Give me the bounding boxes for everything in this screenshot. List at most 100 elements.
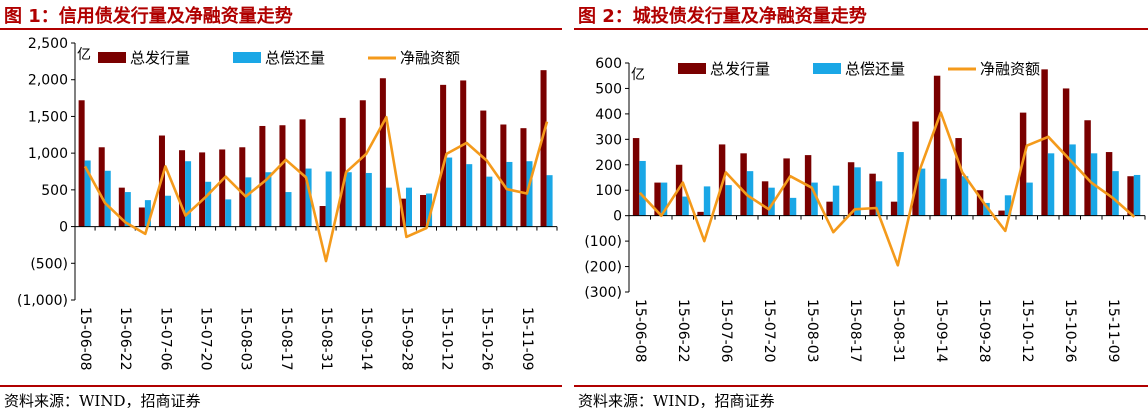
bar-repayment [265, 172, 272, 227]
chart-panel-chengtou: 图 2：城投债发行量及净融资量走势 (300) (200) (100) 0 100 200… [574, 0, 1148, 412]
bar-repayment [1004, 195, 1012, 216]
bar-repayment [486, 176, 493, 227]
chart-chengtou-bonds: (300) (200) (100) 0 100 200 300 400 500 600 亿 15-06… [584, 56, 1146, 363]
legend-label-net: 净融资额 [980, 60, 1040, 78]
bar-issuance [826, 201, 833, 216]
x-tick-label: 15-08-31 [318, 307, 334, 371]
bar-repayment [639, 160, 646, 216]
bar-repayment [305, 168, 312, 227]
bar-issuance [78, 100, 85, 227]
bar-repayment [185, 161, 192, 227]
bar-repayment [526, 161, 533, 227]
bar-issuance [540, 70, 547, 227]
x-tick-label: 15-09-28 [976, 299, 992, 363]
bar-repayment [325, 171, 332, 227]
bar-repayment [832, 185, 840, 216]
bar-issuance [460, 80, 467, 227]
x-tick-label: 15-08-17 [278, 307, 294, 371]
bar-repayment [918, 168, 926, 216]
legend-swatch-issuance [678, 63, 706, 74]
y-tick-label: (1,000) [17, 293, 68, 309]
bar-repayment [854, 167, 861, 216]
x-tick-label: 15-06-08 [77, 307, 93, 371]
bar-issuance [890, 201, 898, 216]
bar-repayment [875, 181, 883, 216]
bar-repayment [164, 195, 171, 227]
bar-repayment [506, 161, 513, 227]
legend-label-issuance: 总发行量 [710, 60, 770, 78]
bar-issuance [319, 206, 326, 227]
x-tick-label: 15-06-08 [632, 299, 648, 363]
x-tick-label: 15-10-12 [439, 307, 455, 371]
x-tick-label: 15-08-17 [847, 299, 863, 363]
bar-issuance [239, 147, 246, 227]
y-tick-label: 500 [595, 81, 622, 97]
bar-issuance [339, 117, 346, 227]
bar-repayment [811, 182, 818, 216]
bar-issuance [440, 84, 447, 227]
y-tick-label: 100 [595, 183, 622, 199]
bar-issuance [761, 181, 769, 216]
bar-issuance [420, 194, 427, 227]
bar-repayment [546, 175, 553, 227]
bar-issuance [1084, 120, 1091, 216]
bar-repayment [426, 193, 433, 227]
bar-repayment [144, 200, 151, 227]
bar-repayment [84, 160, 91, 227]
bar-issuance [359, 100, 366, 227]
y-unit-label: 亿 [631, 67, 645, 83]
x-tick-label: 15-09-14 [358, 307, 374, 371]
legend-label-repayment: 总偿还量 [845, 60, 905, 78]
y-tick-label: 200 [595, 158, 622, 174]
y-tick-label: 0 [613, 209, 622, 225]
bar-issuance [998, 210, 1005, 216]
legend-label-repayment: 总偿还量 [265, 49, 325, 67]
bar-issuance [955, 138, 962, 216]
bar-issuance [654, 182, 661, 216]
bar-repayment [789, 197, 797, 216]
chart-title: 图 2：城投债发行量及净融资量走势 [578, 6, 867, 27]
bar-repayment [385, 187, 392, 227]
chart-title: 图 1：信用债发行量及净融资量走势 [4, 6, 293, 27]
bar-repayment [1026, 182, 1033, 216]
bar-repayment [703, 186, 711, 216]
y-tick-label: (500) [30, 256, 68, 272]
legend-label-issuance: 总发行量 [130, 49, 190, 67]
bar-repayment [682, 196, 689, 216]
bar-repayment [725, 185, 732, 216]
x-tick-label: 15-07-20 [761, 299, 777, 363]
bar-issuance [1041, 69, 1048, 216]
y-tick-label: 1,000 [28, 146, 68, 162]
x-tick-label: 15-09-14 [933, 299, 949, 363]
bar-repayment [345, 172, 352, 227]
bar-issuance [279, 125, 286, 227]
bar-repayment [124, 192, 131, 227]
x-tick-label: 15-08-03 [238, 307, 254, 371]
x-tick-label: 15-07-20 [198, 307, 214, 371]
bar-repayment [104, 170, 111, 227]
bar-issuance [138, 207, 145, 227]
y-tick-label: 600 [595, 56, 622, 72]
x-tick-label: 15-08-03 [804, 299, 820, 363]
bar-repayment [446, 157, 453, 227]
bar-issuance [912, 121, 919, 216]
bar-repayment [405, 187, 412, 227]
bar-issuance [259, 125, 266, 227]
x-tick-label: 15-10-26 [479, 307, 495, 371]
bar-issuance [199, 152, 206, 227]
x-tick-label: 15-10-12 [1019, 299, 1035, 363]
bar-issuance [869, 173, 876, 216]
x-tick-label: 15-11-09 [519, 307, 535, 371]
bar-issuance [98, 147, 105, 227]
y-tick-label: 2,500 [28, 36, 68, 52]
bar-issuance [933, 75, 941, 216]
bar-repayment [768, 187, 775, 216]
bar-issuance [976, 190, 984, 216]
series-line-net [83, 115, 549, 263]
bar-issuance [520, 128, 527, 227]
bar-repayment [466, 164, 473, 227]
source-rule [0, 385, 562, 387]
x-tick-label: 15-08-31 [890, 299, 906, 363]
bar-issuance [179, 150, 186, 227]
y-tick-label: 400 [595, 107, 622, 123]
